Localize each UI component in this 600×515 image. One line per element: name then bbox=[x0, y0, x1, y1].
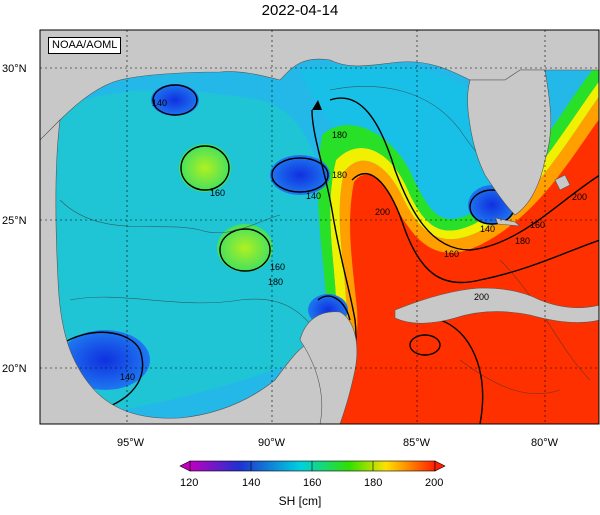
thin-contour-line bbox=[459, 359, 561, 395]
plot-frame bbox=[39, 29, 600, 425]
lat-label-20: 20°N bbox=[2, 363, 27, 375]
colorbar-title: SH [cm] bbox=[278, 494, 322, 508]
contour-line bbox=[439, 319, 484, 424]
colorbar-tick-label: 140 bbox=[242, 477, 260, 489]
thin-contour-line bbox=[499, 259, 591, 381]
contour-label: 180 bbox=[268, 277, 283, 287]
colorbar-tick-label: 200 bbox=[425, 477, 443, 489]
lat-label-30: 30°N bbox=[2, 63, 27, 75]
contour-line bbox=[329, 97, 599, 251]
us-gulf-coast-land bbox=[40, 30, 599, 141]
florida-land bbox=[467, 69, 552, 216]
contour-label: 160 bbox=[444, 249, 459, 259]
lon-label-90: 90°W bbox=[258, 437, 286, 449]
contour-line bbox=[409, 334, 441, 356]
high-eddy-central bbox=[217, 224, 273, 272]
colorbar-tick-label: 120 bbox=[180, 477, 198, 489]
lon-label-80: 80°W bbox=[531, 437, 559, 449]
colorbar-tick-label: 160 bbox=[303, 477, 321, 489]
contour-label: 140 bbox=[480, 224, 495, 234]
colorbar-tick-label: 180 bbox=[364, 477, 382, 489]
warm-water-region bbox=[330, 111, 599, 424]
contour-label: 140 bbox=[152, 98, 167, 108]
colorbar: 120 140 160 180 200 bbox=[179, 460, 446, 489]
low-eddy-north bbox=[151, 84, 199, 116]
map-title: 2022-04-14 bbox=[261, 2, 339, 19]
contour-line bbox=[152, 84, 198, 116]
contour-label: 140 bbox=[306, 191, 321, 201]
contour-label: 140 bbox=[120, 372, 135, 382]
contour-line bbox=[180, 145, 230, 191]
contour-label: 200 bbox=[572, 192, 587, 202]
thin-contour-line bbox=[59, 199, 281, 234]
bahamas-land bbox=[554, 174, 571, 191]
contour-line bbox=[219, 228, 271, 272]
contour-line bbox=[317, 295, 351, 321]
gulf-east-field bbox=[300, 64, 509, 239]
orange-band bbox=[322, 96, 599, 424]
contour-label: 180 bbox=[332, 130, 347, 140]
colorbar-low-arrow bbox=[179, 460, 191, 472]
colorbar-high-arrow bbox=[434, 460, 446, 472]
gulf-mid-field bbox=[51, 90, 331, 410]
cuba-land bbox=[394, 287, 599, 324]
credit-label: NOAA/AOML bbox=[48, 37, 122, 54]
contour-label: 160 bbox=[530, 220, 545, 230]
contour-label: 180 bbox=[332, 170, 347, 180]
high-eddy-west bbox=[179, 144, 231, 192]
contour-line bbox=[351, 173, 599, 284]
contour-line bbox=[59, 331, 144, 411]
contour-label: 160 bbox=[270, 262, 285, 272]
colorbar-ramp bbox=[189, 460, 436, 472]
lat-label-25: 25°N bbox=[2, 215, 27, 227]
contour-label: 160 bbox=[210, 188, 225, 198]
contour-label: 180 bbox=[515, 236, 530, 246]
thin-contour-line bbox=[69, 296, 316, 331]
lon-label-85: 85°W bbox=[403, 437, 431, 449]
contour-label: 200 bbox=[474, 292, 489, 302]
lon-label-95: 95°W bbox=[117, 437, 145, 449]
low-eddy-center bbox=[270, 155, 330, 195]
contour-label: 200 bbox=[375, 207, 390, 217]
yellow-band bbox=[312, 81, 599, 424]
current-direction-marker bbox=[312, 100, 322, 110]
yucatan-land bbox=[299, 311, 358, 424]
